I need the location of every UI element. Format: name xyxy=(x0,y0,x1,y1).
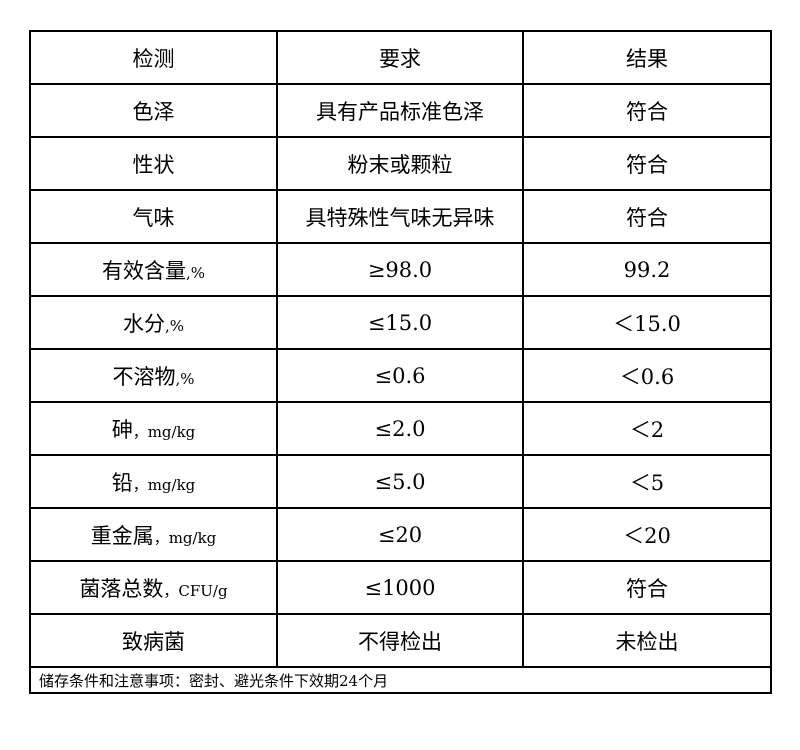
result-cell: ＜2 xyxy=(522,401,772,456)
item-unit: ，CFU/g xyxy=(163,581,228,600)
item-name: 重金属 xyxy=(90,523,154,548)
table-row: 气味 具特殊性气味无异味 符合 xyxy=(29,189,772,244)
item-cell: 砷，mg/kg xyxy=(29,401,278,456)
item-cell: 重金属，mg/kg xyxy=(29,507,278,562)
table-row: 性状 粉末或颗粒 符合 xyxy=(29,136,772,191)
item-cell: 有效含量,% xyxy=(29,242,278,297)
item-unit: ,% xyxy=(185,263,206,282)
header-cell-result: 结果 xyxy=(522,30,772,85)
item-name: 不溶物 xyxy=(112,364,176,389)
item-name: 气味 xyxy=(132,205,175,230)
item-unit: ，mg/kg xyxy=(132,422,196,441)
requirement-cell: 不得检出 xyxy=(276,613,524,668)
item-name: 致病菌 xyxy=(122,629,185,654)
result-cell: ＜20 xyxy=(522,507,772,562)
header-row: 检测 要求 结果 xyxy=(29,30,772,85)
requirement-cell: ≤15.0 xyxy=(276,295,524,350)
result-cell: 符合 xyxy=(522,560,772,615)
header-cell-test: 检测 xyxy=(29,30,278,85)
result-cell: 符合 xyxy=(522,189,772,244)
item-name: 色泽 xyxy=(132,99,175,124)
inspection-table: 检测 要求 结果 色泽 具有产品标准色泽 符合 性状 粉末或颗粒 符合 气味 具特殊性气味无异… xyxy=(29,30,772,694)
item-cell: 水分,% xyxy=(29,295,278,350)
table-row: 水分,% ≤15.0 ＜15.0 xyxy=(29,295,772,350)
table-row: 有效含量,% ≥98.0 99.2 xyxy=(29,242,772,297)
table-row: 色泽 具有产品标准色泽 符合 xyxy=(29,83,772,138)
requirement-cell: ≤20 xyxy=(276,507,524,562)
item-name: 砷 xyxy=(111,417,133,442)
requirement-cell: ≤2.0 xyxy=(276,401,524,456)
requirement-cell: 粉末或颗粒 xyxy=(276,136,524,191)
item-name: 水分 xyxy=(122,311,165,336)
item-unit: ,% xyxy=(175,369,195,388)
item-name: 菌落总数 xyxy=(79,576,164,601)
table-row: 菌落总数，CFU/g ≤1000 符合 xyxy=(29,560,772,615)
table-row: 重金属，mg/kg ≤20 ＜20 xyxy=(29,507,772,562)
item-name: 性状 xyxy=(132,152,175,177)
table-row: 铅，mg/kg ≤5.0 ＜5 xyxy=(29,454,772,509)
item-cell: 色泽 xyxy=(29,83,278,138)
result-cell: 未检出 xyxy=(522,613,772,668)
item-cell: 不溶物,% xyxy=(29,348,278,403)
footer-row: 储存条件和注意事项：密封、避光条件下效期24个月 xyxy=(29,666,772,694)
table-row: 致病菌 不得检出 未检出 xyxy=(29,613,772,668)
item-unit: ，mg/kg xyxy=(153,528,217,547)
result-cell: ＜15.0 xyxy=(522,295,772,350)
requirement-cell: ≤0.6 xyxy=(276,348,524,403)
result-cell: 99.2 xyxy=(522,242,772,297)
storage-note: 储存条件和注意事项：密封、避光条件下效期24个月 xyxy=(29,666,772,694)
item-unit: ，mg/kg xyxy=(132,475,196,494)
requirement-cell: ≤1000 xyxy=(276,560,524,615)
item-cell: 菌落总数，CFU/g xyxy=(29,560,278,615)
item-cell: 气味 xyxy=(29,189,278,244)
result-cell: ＜5 xyxy=(522,454,772,509)
table-row: 砷，mg/kg ≤2.0 ＜2 xyxy=(29,401,772,456)
item-name: 铅 xyxy=(111,470,133,495)
result-cell: 符合 xyxy=(522,83,772,138)
header-cell-requirement: 要求 xyxy=(276,30,524,85)
requirement-cell: 具有产品标准色泽 xyxy=(276,83,524,138)
table-row: 不溶物,% ≤0.6 ＜0.6 xyxy=(29,348,772,403)
result-cell: ＜0.6 xyxy=(522,348,772,403)
item-cell: 铅，mg/kg xyxy=(29,454,278,509)
requirement-cell: ≤5.0 xyxy=(276,454,524,509)
requirement-cell: ≥98.0 xyxy=(276,242,524,297)
requirement-cell: 具特殊性气味无异味 xyxy=(276,189,524,244)
item-name: 有效含量 xyxy=(101,258,186,283)
result-cell: 符合 xyxy=(522,136,772,191)
item-cell: 致病菌 xyxy=(29,613,278,668)
item-unit: ,% xyxy=(164,316,185,335)
item-cell: 性状 xyxy=(29,136,278,191)
